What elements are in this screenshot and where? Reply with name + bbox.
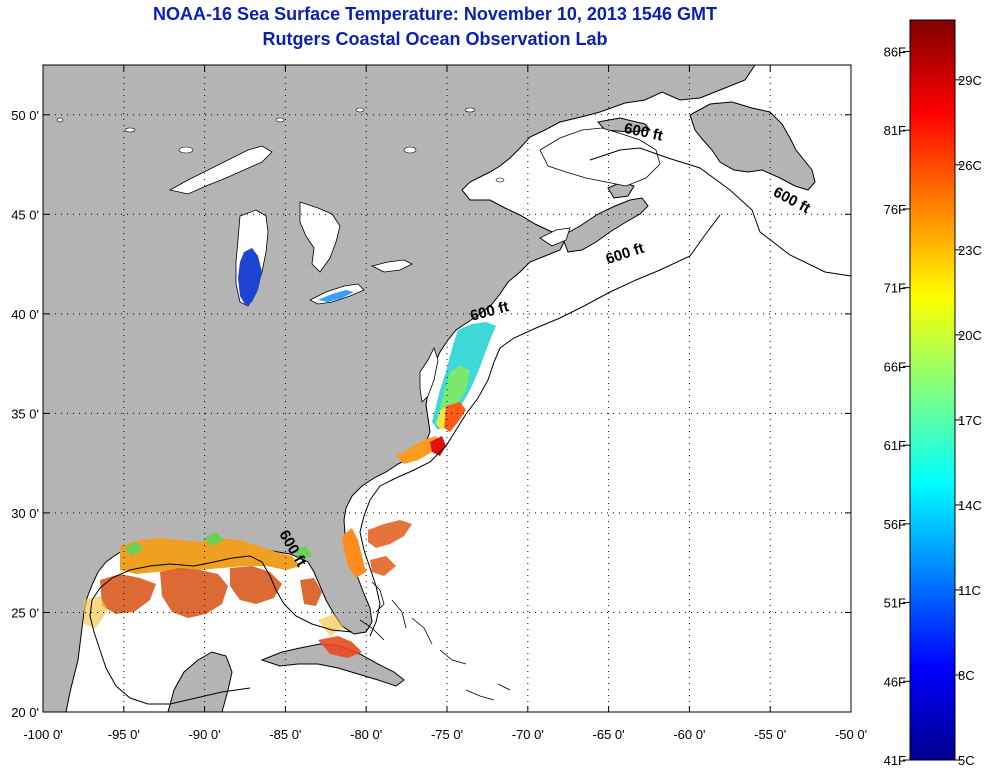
lake-ontario [370, 259, 413, 273]
isobath-600ft [89, 147, 851, 705]
map-subtitle: Rutgers Coastal Ocean Observation Lab [262, 29, 608, 49]
sst-gulf-of-mexico-interior [100, 566, 322, 618]
sst-gulf-green-edge [124, 532, 312, 560]
colorbar-c-label: 23C [958, 243, 982, 258]
sst-florida-east [342, 528, 366, 578]
sst-florida-scatter [368, 520, 412, 576]
lon-tick-label: -55 0' [754, 727, 786, 742]
colorbar-f-label: 56F [884, 517, 906, 532]
lat-lon-grid [42, 65, 852, 713]
lat-tick-label: 45 0' [11, 207, 39, 222]
sst-lake-erie [318, 290, 354, 302]
land-nova-scotia [561, 197, 649, 253]
sst-lake-michigan [238, 248, 262, 306]
lat-tick-label: 20 0' [11, 705, 39, 720]
lon-tick-label: -50 0' [835, 727, 867, 742]
lake-huron [299, 201, 341, 273]
lon-tick-label: -80 0' [350, 727, 382, 742]
colorbar-c-label: 29C [958, 73, 982, 88]
colorbar-f-label: 41F [884, 753, 906, 768]
sst-hatteras-red [430, 436, 446, 456]
lon-tick-label: -65 0' [593, 727, 625, 742]
colorbar-labels: 41F 46F 51F 56F 61F 66F 71F 76F 81F 86F 5C 8C 11C 14C… [884, 44, 982, 768]
colorbar-f-label: 76F [884, 202, 906, 217]
colorbar-c-label: 17C [958, 413, 982, 428]
sst-shelf-green [440, 366, 470, 412]
lat-tick-label: 40 0' [11, 307, 39, 322]
lat-tick-label: 35 0' [11, 406, 39, 421]
bay-of-fundy [539, 227, 571, 247]
colorbar-f-label: 61F [884, 438, 906, 453]
colorbar-c-label: 5C [958, 753, 975, 768]
lon-tick-label: -70 0' [512, 727, 544, 742]
colorbar-f-label: 46F [884, 674, 906, 689]
colorbar-c-label: 20C [958, 328, 982, 343]
colorbar-c-label: 14C [958, 498, 982, 513]
colorbar-f-label: 66F [884, 359, 906, 374]
land-newfoundland [689, 101, 816, 191]
lat-tick-label: 50 0' [11, 108, 39, 123]
colorbar [909, 19, 956, 761]
lon-tick-label: -85 0' [269, 727, 301, 742]
lon-tick-label: -90 0' [189, 727, 221, 742]
land-cuba [260, 643, 405, 687]
land-yucatan [167, 651, 233, 712]
sst-caribbean [318, 636, 362, 658]
colorbar-f-label: 71F [884, 281, 906, 296]
map-frame [42, 64, 852, 713]
map-layers [43, 65, 851, 712]
colorbar-f-label: 86F [884, 44, 906, 59]
lon-tick-label: -95 0' [108, 727, 140, 742]
map-title: NOAA-16 Sea Surface Temperature: Novembe… [153, 4, 717, 24]
axis-labels: -100 0' -95 0' -90 0' -85 0' -80 0' -75 0' -70… [11, 108, 867, 742]
colorbar-f-label: 81F [884, 123, 906, 138]
lon-tick-label: -75 0' [431, 727, 463, 742]
colorbar-f-label: 51F [884, 596, 906, 611]
colorbar-c-label: 11C [958, 583, 981, 598]
lat-tick-label: 25 0' [11, 605, 39, 620]
colorbar-c-label: 8C [958, 668, 975, 683]
sst-gulf-stream-edge [444, 402, 466, 432]
lat-tick-label: 30 0' [11, 506, 39, 521]
land-bahamas [359, 581, 511, 701]
colorbar-c-label: 26C [958, 158, 982, 173]
chesapeake-bay [419, 346, 439, 403]
lon-tick-label: -100 0' [23, 727, 62, 742]
small-lakes [56, 107, 505, 183]
lon-tick-label: -60 0' [673, 727, 705, 742]
lake-superior [168, 145, 273, 195]
